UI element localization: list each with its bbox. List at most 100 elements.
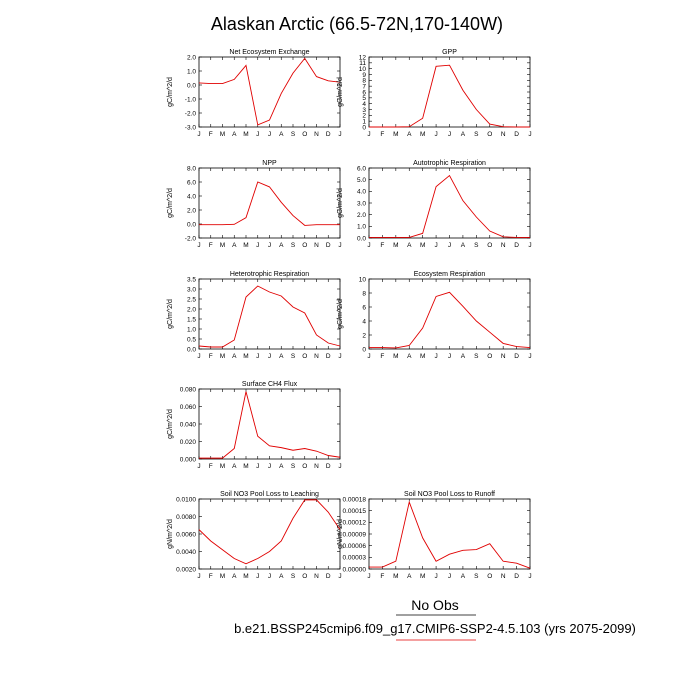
x-tick-label: J: [367, 131, 370, 138]
x-tick-label: N: [501, 131, 506, 138]
y-axis-label: gN/m^2/d: [167, 519, 174, 549]
x-tick-label: J: [268, 131, 271, 138]
y-tick-label: 0.00006: [343, 543, 367, 550]
y-tick-label: 0.0: [357, 235, 366, 242]
x-tick-label: J: [197, 242, 200, 249]
x-tick-label: J: [268, 353, 271, 360]
y-tick-label: -3.0: [185, 124, 197, 131]
y-tick-label: 0.0100: [176, 496, 196, 503]
x-tick-label: A: [407, 353, 412, 360]
x-tick-label: M: [393, 131, 398, 138]
x-tick-label: J: [448, 242, 451, 249]
x-tick-label: J: [268, 573, 271, 580]
x-tick-label: D: [326, 131, 331, 138]
x-tick-label: O: [302, 573, 307, 580]
x-tick-label: M: [243, 573, 248, 580]
x-tick-label: J: [338, 353, 341, 360]
x-tick-label: M: [420, 353, 425, 360]
y-axis-label: gN/m^2/d: [337, 519, 344, 549]
x-tick-label: A: [407, 573, 412, 580]
x-tick-label: M: [220, 131, 225, 138]
x-tick-label: J: [268, 463, 271, 470]
plot-frame: [198, 388, 341, 460]
x-tick-label: M: [243, 353, 248, 360]
y-tick-label: 4: [362, 101, 366, 108]
panel-title: Soil NO3 Pool Loss to Leaching: [220, 491, 319, 498]
x-tick-label: D: [514, 242, 519, 249]
y-tick-label: 0.000: [180, 456, 197, 463]
x-tick-label: F: [380, 353, 384, 360]
y-tick-label: 0.00015: [343, 508, 367, 515]
x-tick-label: A: [232, 353, 237, 360]
x-tick-label: A: [407, 242, 412, 249]
x-tick-label: N: [314, 242, 319, 249]
series-line-1: [199, 181, 340, 226]
x-tick-label: J: [197, 131, 200, 138]
y-tick-label: 12: [359, 54, 367, 61]
y-tick-label: 7: [362, 83, 366, 90]
legend: No Obs b.e21.BSSP245cmip6.f09_g17.CMIP6-…: [234, 597, 636, 641]
panel-title: Ecosystem Respiration: [414, 271, 486, 278]
x-tick-label: S: [474, 242, 479, 249]
y-axis-label: gC/m^2/d: [167, 77, 174, 107]
x-tick-label: D: [326, 573, 331, 580]
x-tick-label: J: [434, 573, 437, 580]
x-tick-label: A: [232, 573, 237, 580]
x-tick-label: J: [528, 573, 531, 580]
x-tick-label: N: [501, 573, 506, 580]
x-tick-label: A: [279, 463, 284, 470]
x-tick-label: S: [474, 353, 479, 360]
y-tick-label: 0.020: [180, 439, 197, 446]
x-tick-label: O: [487, 573, 492, 580]
x-tick-label: F: [380, 131, 384, 138]
y-tick-label: 0.080: [180, 386, 197, 393]
x-tick-label: N: [314, 353, 319, 360]
panel-title: Heterotrophic Respiration: [230, 271, 309, 278]
obs-legend-label: No Obs: [411, 597, 458, 613]
x-tick-label: D: [326, 353, 331, 360]
x-tick-label: J: [256, 463, 259, 470]
x-tick-label: J: [256, 353, 259, 360]
x-tick-label: F: [209, 463, 213, 470]
y-tick-label: 3.0: [187, 286, 196, 293]
plot-frame: [368, 498, 531, 570]
plot-frame: [198, 167, 341, 239]
x-tick-label: J: [256, 242, 259, 249]
panel-title: Net Ecosystem Exchange: [229, 49, 309, 56]
x-tick-label: S: [474, 131, 479, 138]
y-tick-label: 0.0060: [176, 531, 196, 538]
x-tick-label: J: [197, 353, 200, 360]
x-tick-label: M: [393, 242, 398, 249]
panel-title: Surface CH4 Flux: [242, 381, 298, 388]
figure-title: Alaskan Arctic (66.5-72N,170-140W): [211, 14, 503, 34]
y-tick-label: 6: [362, 304, 366, 311]
x-tick-label: A: [279, 242, 284, 249]
x-tick-label: J: [268, 242, 271, 249]
y-tick-label: 8.0: [187, 165, 196, 172]
x-tick-label: J: [528, 242, 531, 249]
series-line-1: [199, 391, 341, 459]
x-tick-label: J: [434, 131, 437, 138]
y-tick-label: 0.060: [180, 404, 197, 411]
y-tick-label: 3.5: [187, 276, 196, 283]
y-tick-label: 2.5: [187, 296, 196, 303]
y-tick-label: 5.0: [357, 177, 366, 184]
series-line-1: [369, 174, 530, 238]
x-tick-label: A: [461, 353, 466, 360]
x-tick-label: N: [501, 242, 506, 249]
x-tick-label: A: [461, 131, 466, 138]
x-tick-label: J: [197, 573, 200, 580]
series-line-1: [369, 291, 531, 349]
y-tick-label: 1.0: [187, 326, 196, 333]
y-tick-label: 0.5: [187, 336, 196, 343]
y-tick-label: 4.0: [357, 189, 366, 196]
x-tick-label: J: [338, 463, 341, 470]
y-tick-label: -2.0: [185, 110, 197, 117]
y-tick-label: 4: [362, 318, 366, 325]
x-tick-label: A: [461, 242, 466, 249]
x-tick-label: N: [314, 573, 319, 580]
x-tick-label: N: [314, 463, 319, 470]
